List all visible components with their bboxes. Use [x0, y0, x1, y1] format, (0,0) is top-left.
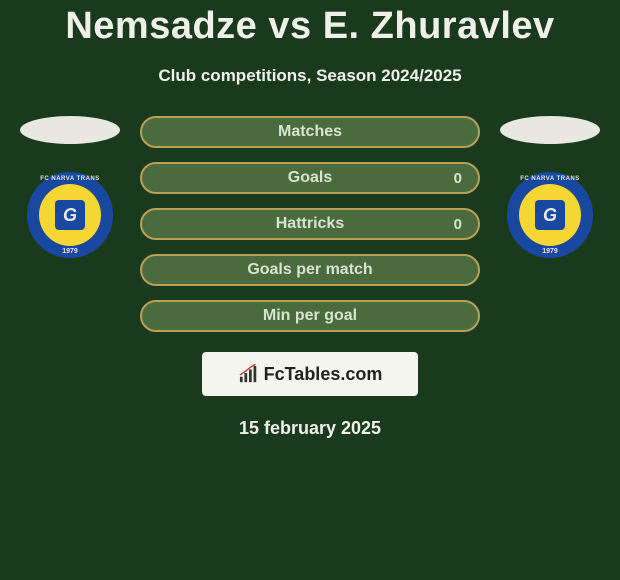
- club-badge-left: FC NARVA TRANS G 1979: [27, 172, 113, 258]
- badge-letter: G: [55, 200, 85, 230]
- date-text: 15 february 2025: [0, 418, 620, 439]
- logo-text: FcTables.com: [264, 364, 383, 385]
- subtitle: Club competitions, Season 2024/2025: [0, 66, 620, 86]
- player-placeholder-right: [500, 116, 600, 144]
- badge-letter: G: [535, 200, 565, 230]
- comparison-card: Nemsadze vs E. Zhuravlev Club competitio…: [0, 0, 620, 439]
- badge-year: 1979: [27, 248, 113, 255]
- page-title: Nemsadze vs E. Zhuravlev: [0, 5, 620, 48]
- stat-label: Min per goal: [263, 307, 357, 325]
- badge-year: 1979: [507, 248, 593, 255]
- right-column: FC NARVA TRANS G 1979: [490, 116, 610, 258]
- badge-inner: G: [39, 184, 101, 246]
- club-badge-right: FC NARVA TRANS G 1979: [507, 172, 593, 258]
- fctables-logo[interactable]: FcTables.com: [202, 352, 418, 396]
- player-placeholder-left: [20, 116, 120, 144]
- stat-value-right: 0: [454, 216, 462, 233]
- chart-icon: [238, 364, 260, 384]
- badge-top-text: FC NARVA TRANS: [507, 176, 593, 182]
- stat-value-right: 0: [454, 170, 462, 187]
- stat-bar-min-per-goal: Min per goal: [140, 300, 480, 332]
- badge-inner: G: [519, 184, 581, 246]
- stat-label: Matches: [278, 123, 342, 141]
- stat-bar-goals-per-match: Goals per match: [140, 254, 480, 286]
- stat-label: Goals per match: [247, 261, 372, 279]
- main-row: FC NARVA TRANS G 1979 Matches Goals 0 Ha…: [0, 116, 620, 332]
- badge-top-text: FC NARVA TRANS: [27, 176, 113, 182]
- left-column: FC NARVA TRANS G 1979: [10, 116, 130, 258]
- stat-label: Goals: [288, 169, 332, 187]
- stat-bar-hattricks: Hattricks 0: [140, 208, 480, 240]
- stats-column: Matches Goals 0 Hattricks 0 Goals per ma…: [140, 116, 480, 332]
- stat-bar-matches: Matches: [140, 116, 480, 148]
- stat-bar-goals: Goals 0: [140, 162, 480, 194]
- stat-label: Hattricks: [276, 215, 344, 233]
